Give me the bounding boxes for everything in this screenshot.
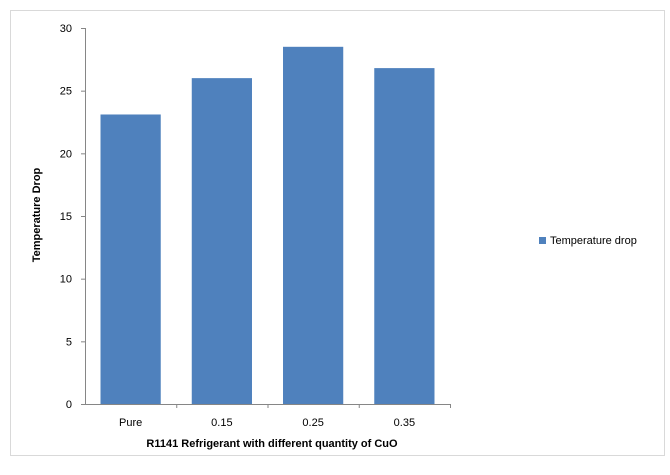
bars-group — [100, 46, 435, 405]
x-tick-label: Pure — [119, 417, 142, 429]
bar — [191, 78, 252, 404]
x-axis-title: R1141 Refrigerant with different quantit… — [146, 438, 398, 450]
y-tick-label: 15 — [60, 211, 72, 223]
y-tick-label: 5 — [66, 336, 72, 348]
y-tick-label: 0 — [66, 399, 72, 411]
x-tick-label: 0.35 — [394, 417, 415, 429]
y-axis-title: Temperature Drop — [31, 167, 43, 262]
bar — [374, 68, 435, 405]
y-tick-label: 20 — [60, 148, 72, 160]
bar — [100, 114, 161, 404]
y-tick-label: 30 — [60, 23, 72, 35]
y-tick-label: 25 — [60, 86, 72, 98]
y-tick-label: 10 — [60, 274, 72, 286]
x-tick-label: 0.25 — [302, 417, 323, 429]
legend-label-temperature-drop: Temperature drop — [550, 235, 637, 247]
bar — [283, 46, 344, 405]
x-tick-label: 0.15 — [211, 417, 232, 429]
y-axis-ticks: 0 5 10 15 20 25 30 — [60, 23, 85, 411]
legend: Temperature drop — [539, 235, 637, 247]
legend-swatch — [539, 237, 546, 244]
